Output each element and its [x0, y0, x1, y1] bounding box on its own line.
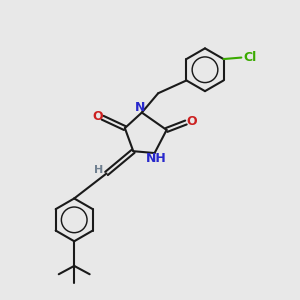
Text: N: N: [135, 101, 146, 114]
Text: NH: NH: [146, 152, 166, 166]
Text: O: O: [93, 110, 104, 123]
Text: O: O: [187, 115, 197, 128]
Text: Cl: Cl: [243, 51, 256, 64]
Text: H: H: [94, 165, 103, 175]
